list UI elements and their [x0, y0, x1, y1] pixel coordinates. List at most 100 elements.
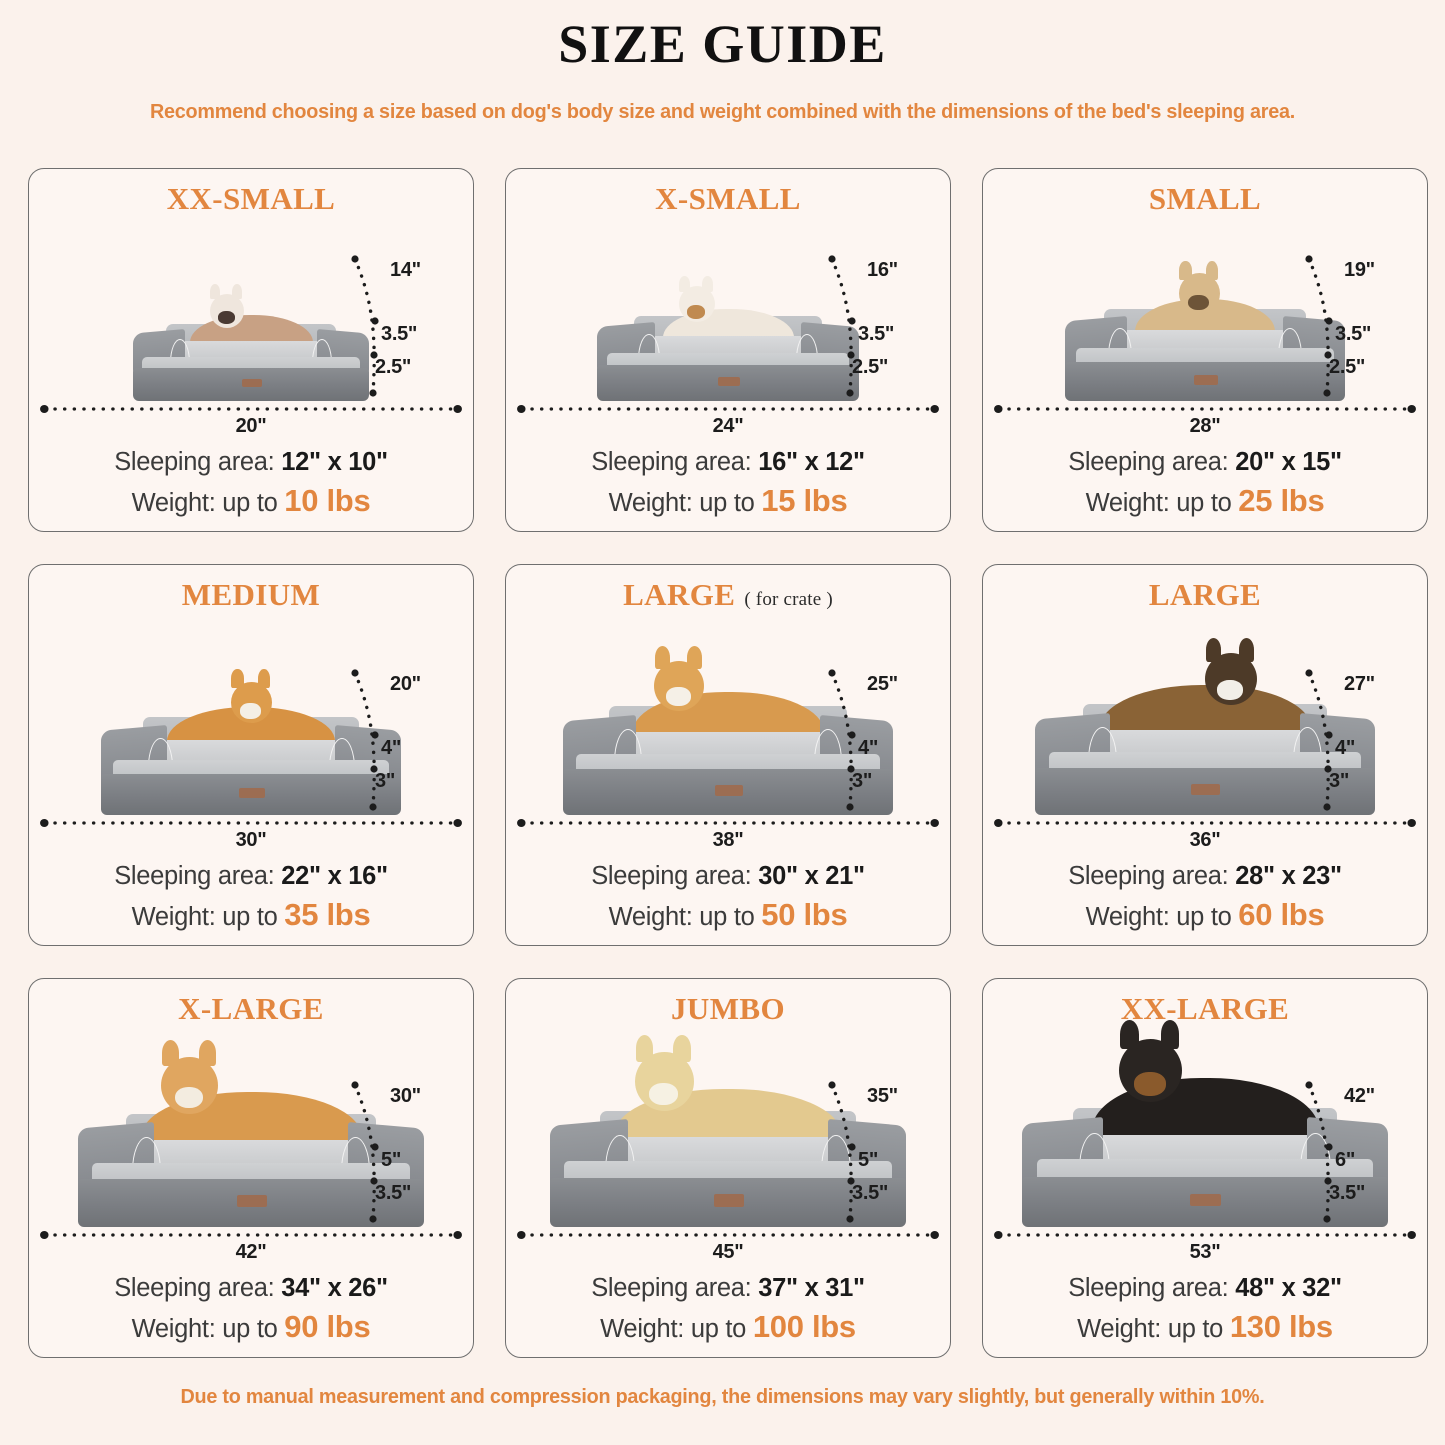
dimension-height-base: 3" [1329, 770, 1350, 793]
vertical-dimension-callout: 19" 3.5" 2.5" [1295, 251, 1411, 401]
brand-logo-tag [714, 784, 743, 796]
bed-piping-right [813, 729, 842, 773]
sleeping-area-line: Sleeping area: 12" x 10" [39, 447, 463, 478]
weight-label: Weight: [1077, 1314, 1162, 1343]
card-illustration-area: 20" 4" 3" 30" [39, 610, 463, 861]
dimension-width: 53" [1189, 1241, 1221, 1264]
pet-ear-right [1238, 637, 1255, 662]
dog-bed-illustration [1035, 621, 1375, 816]
card-size-name: XX-LARGE [1120, 991, 1290, 1026]
dimension-height-total: 30" [390, 1085, 421, 1108]
card-size-name: XX-SMALL [166, 181, 336, 216]
bed-piping-left [637, 333, 660, 369]
size-card-xx-large[interactable]: XX-LARGE 42" [982, 978, 1428, 1358]
weight-label: Weight: [1085, 902, 1170, 931]
bed-piping-right [329, 737, 355, 778]
sleeping-area-line: Sleeping area: 30" x 21" [516, 861, 940, 892]
dimension-height-base: 2.5" [375, 356, 412, 379]
page-header: SIZE GUIDE Recommend choosing a size bas… [0, 0, 1445, 124]
size-card-large[interactable]: LARGE 27" 4" [982, 564, 1428, 946]
sleeping-area-value: 22" x 16" [281, 862, 388, 891]
dog-bed-illustration [563, 628, 893, 816]
dimension-height-mid: 4" [1335, 737, 1356, 760]
size-card-medium[interactable]: MEDIUM 20" 4 [28, 564, 474, 946]
bed-wrapper [516, 628, 940, 816]
weight-line: Weight: up to 60 lbs [993, 896, 1417, 933]
sleeping-area-label: Sleeping area: [114, 448, 275, 477]
card-specs: Sleeping area: 37" x 31" Weight: up to 1… [506, 1273, 950, 1357]
pet-ear-left [635, 1034, 654, 1062]
weight-line: Weight: up to 15 lbs [516, 482, 940, 519]
horizontal-dimension-callout: 45" [516, 1227, 940, 1271]
size-card-jumbo[interactable]: JUMBO 35" 5" [505, 978, 951, 1358]
weight-value: 25 lbs [1238, 482, 1325, 518]
card-illustration-area: 14" 3.5" 2.5" 20" [39, 214, 463, 447]
sleeping-area-value: 16" x 12" [758, 448, 865, 477]
dimension-width: 24" [712, 415, 744, 438]
sleeping-area-label: Sleeping area: [591, 448, 752, 477]
card-title-row: X-SMALL [506, 169, 950, 214]
sleeping-area-label: Sleeping area: [1068, 1274, 1229, 1303]
bed-wrapper [516, 1022, 940, 1228]
dimension-height-base: 2.5" [852, 356, 889, 379]
bed-wrapper [39, 1028, 463, 1228]
sleeping-area-value: 12" x 10" [281, 448, 388, 477]
size-card-x-large[interactable]: X-LARGE 30" [28, 978, 474, 1358]
card-title-row: JUMBO [506, 979, 950, 1024]
size-card-x-small[interactable]: X-SMALL 16" [505, 168, 951, 532]
sleeping-area-label: Sleeping area: [114, 862, 275, 891]
weight-line: Weight: up to 25 lbs [993, 482, 1417, 519]
sleeping-area-label: Sleeping area: [591, 862, 752, 891]
weight-line: Weight: up to 35 lbs [39, 896, 463, 933]
size-card-large-crate[interactable]: LARGE( for crate ) 2 [505, 564, 951, 946]
pet-snout [240, 703, 261, 719]
vertical-dimension-callout: 30" 5" 3.5" [341, 1077, 457, 1227]
card-size-name: LARGE [1148, 577, 1262, 612]
dimension-height-mid: 3.5" [1335, 323, 1372, 346]
card-illustration-area: 30" 5" 3.5" 42" [39, 1024, 463, 1273]
dimension-height-total: 19" [1344, 259, 1375, 282]
size-card-small[interactable]: SMALL 19" 3. [982, 168, 1428, 532]
pet-snout [687, 305, 706, 319]
card-illustration-area: 16" 3.5" 2.5" 24" [516, 214, 940, 447]
sleeping-area-line: Sleeping area: 20" x 15" [993, 447, 1417, 478]
sleeping-area-value: 28" x 23" [1235, 862, 1342, 891]
weight-value: 50 lbs [761, 896, 848, 932]
brand-logo-tag [1190, 1193, 1222, 1207]
sleeping-area-value: 37" x 31" [758, 1274, 865, 1303]
pet-snout [1188, 294, 1209, 311]
vertical-dimension-callout: 16" 3.5" 2.5" [818, 251, 934, 401]
weight-label: Weight: [131, 1314, 216, 1343]
brand-logo-tag [239, 787, 265, 798]
weight-value: 130 lbs [1229, 1308, 1333, 1344]
bed-wrapper [993, 244, 1417, 402]
sleeping-area-line: Sleeping area: 34" x 26" [39, 1273, 463, 1304]
size-card-grid: XX-SMALL 14" [28, 168, 1428, 1358]
page-subtitle: Recommend choosing a size based on dog's… [149, 100, 1296, 124]
card-specs: Sleeping area: 12" x 10" Weight: up to 1… [29, 447, 473, 531]
horizontal-dimension-callout: 36" [993, 815, 1417, 859]
weight-qualifier: up to [690, 1314, 747, 1343]
weight-label: Weight: [608, 488, 693, 517]
card-illustration-area: 19" 3.5" 2.5" 28" [993, 214, 1417, 447]
horizontal-dimension-callout: 38" [516, 815, 940, 859]
bed-wrapper [39, 647, 463, 816]
dimension-width: 28" [1189, 415, 1221, 438]
dimension-height-mid: 3.5" [381, 323, 418, 346]
dog-bed-illustration [1022, 1013, 1388, 1228]
brand-logo-tag [1191, 783, 1221, 796]
pet-ear-right [1205, 260, 1218, 280]
bed-wrapper [993, 621, 1417, 816]
card-title-row: XX-SMALL [29, 169, 473, 214]
size-card-xx-small[interactable]: XX-SMALL 14" [28, 168, 474, 532]
card-title-row: X-LARGE [29, 979, 473, 1024]
sleeping-area-value: 20" x 15" [1235, 448, 1342, 477]
vertical-dimension-callout: 27" 4" 3" [1295, 665, 1411, 815]
dimension-width: 38" [712, 829, 744, 852]
dog-bed-illustration [597, 255, 859, 402]
weight-line: Weight: up to 50 lbs [516, 896, 940, 933]
pet-ear-left [1205, 637, 1222, 662]
vertical-dimension-callout: 35" 5" 3.5" [818, 1077, 934, 1227]
weight-qualifier: up to [699, 488, 755, 517]
horizontal-dimension-callout: 42" [39, 1227, 463, 1271]
